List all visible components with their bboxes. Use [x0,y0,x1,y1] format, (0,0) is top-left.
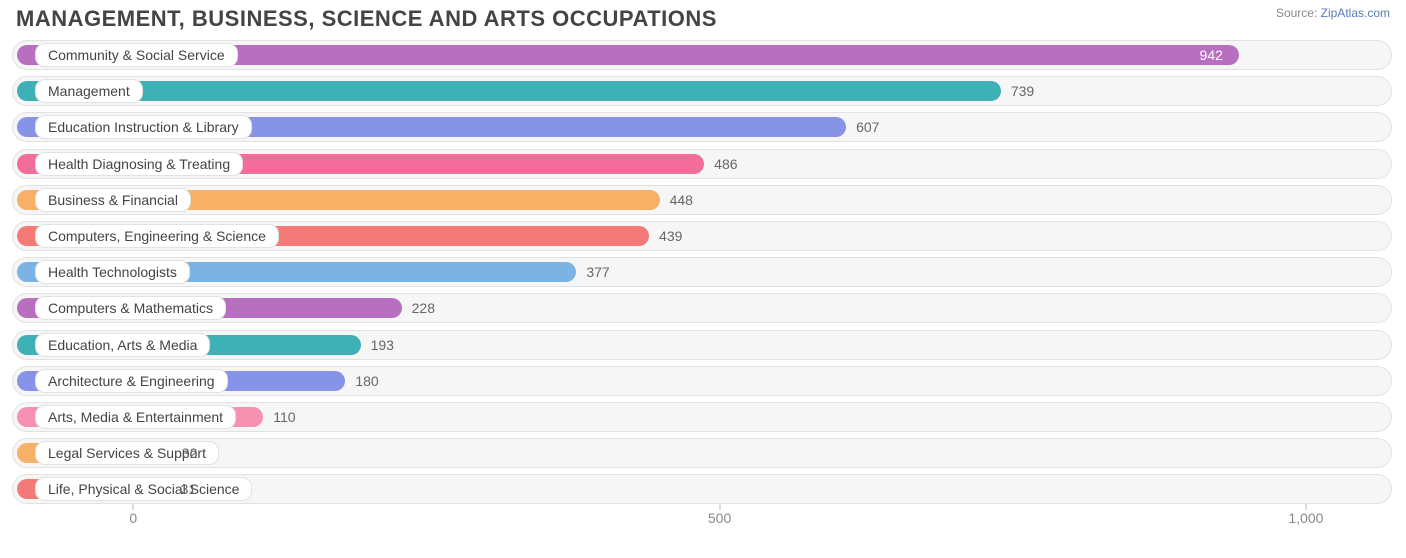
bar-track: Arts, Media & Entertainment 110 [12,402,1392,432]
bar-label: Arts, Media & Entertainment [35,405,236,429]
bar-track: Architecture & Engineering 180 [12,366,1392,396]
bar-value: 228 [412,300,435,316]
bar-value: 448 [670,192,693,208]
bar-track: Business & Financial 448 [12,185,1392,215]
axis-tick-label: 1,000 [1288,510,1323,526]
bar-value: 31 [181,481,197,497]
bar-label: Community & Social Service [35,43,238,67]
plot-area: Community & Social Service 942 Management 7… [12,40,1392,515]
bar-track: Computers, Engineering & Science 439 [12,221,1392,251]
bar-label: Health Diagnosing & Treating [35,152,243,176]
x-axis: 0 500 1,000 [12,510,1392,538]
bar-value: 607 [856,119,879,135]
axis-tick-label: 500 [708,510,731,526]
bar-value: 110 [273,409,295,425]
bar-value: 193 [371,337,394,353]
bar-value: 439 [659,228,682,244]
bar-label: Life, Physical & Social Science [35,477,252,501]
header-row: MANAGEMENT, BUSINESS, SCIENCE AND ARTS O… [12,0,1394,40]
bar-track: Community & Social Service 942 [12,40,1392,70]
bars-group: Community & Social Service 942 Management 7… [12,40,1392,504]
bar-value: 486 [714,156,737,172]
bar-value: 32 [182,445,198,461]
bar-track: Health Diagnosing & Treating 486 [12,149,1392,179]
bar-value: 942 [1200,47,1223,63]
bar-value: 180 [355,373,378,389]
source-link[interactable]: ZipAtlas.com [1321,6,1390,20]
bar-label: Business & Financial [35,188,191,212]
axis-tick-label: 0 [129,510,137,526]
bar [17,81,1001,101]
bar-label: Health Technologists [35,260,190,284]
source-prefix: Source: [1276,6,1321,20]
source-label: Source: ZipAtlas.com [1276,6,1390,20]
bar-value: 377 [586,264,609,280]
chart-container: MANAGEMENT, BUSINESS, SCIENCE AND ARTS O… [0,0,1406,558]
bar-label: Computers, Engineering & Science [35,224,279,248]
bar-track: Life, Physical & Social Science31 [12,474,1392,504]
bar-track: Health Technologists 377 [12,257,1392,287]
chart-title: MANAGEMENT, BUSINESS, SCIENCE AND ARTS O… [16,6,717,32]
bar-track: Computers & Mathematics 228 [12,293,1392,323]
bar-value: 739 [1011,83,1034,99]
bar-track: Legal Services & Support32 [12,438,1392,468]
bar-track: Education, Arts & Media 193 [12,330,1392,360]
bar-label: Computers & Mathematics [35,296,226,320]
bar-track: Education Instruction & Library 607 [12,112,1392,142]
bar-track: Management 739 [12,76,1392,106]
bar-label: Education Instruction & Library [35,115,252,139]
bar-label: Education, Arts & Media [35,333,210,357]
bar-label: Architecture & Engineering [35,369,228,393]
bar-label: Management [35,79,143,103]
